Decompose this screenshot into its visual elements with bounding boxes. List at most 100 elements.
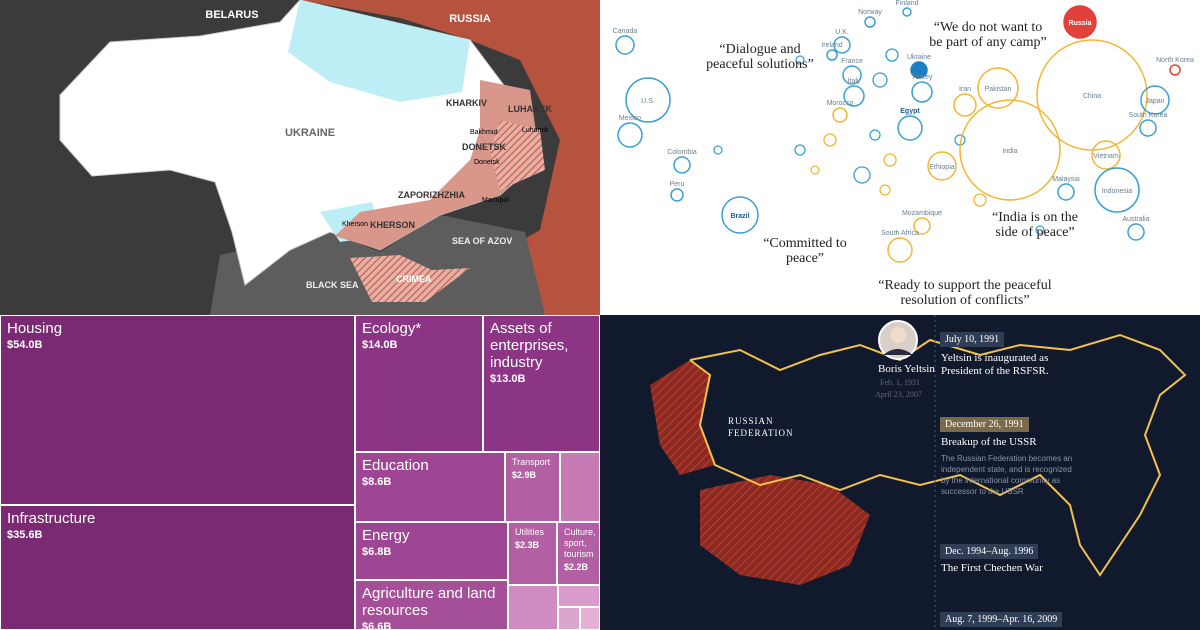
quote: “Ready to support the peaceful resolutio… — [878, 278, 1052, 308]
minor-bubble — [795, 55, 805, 65]
event-date: December 26, 1991 — [940, 417, 1029, 432]
minor-tile — [580, 607, 600, 630]
portrait-suit — [883, 349, 913, 355]
tile-name: Agriculture and land resources — [362, 585, 496, 619]
country-label: RUSSIA — [449, 13, 491, 25]
country-bubble — [887, 237, 913, 263]
event-title: Yeltsin is inaugurated as President of t… — [941, 352, 1049, 377]
country-label: Ethiopia — [929, 164, 954, 171]
country-bubble — [910, 61, 928, 79]
portrait-face — [890, 327, 906, 343]
country-label: Brazil — [730, 213, 749, 220]
quote: “We do not want to be part of any camp” — [929, 20, 1047, 50]
tile-name: Education — [362, 457, 429, 474]
country-bubble — [1139, 119, 1157, 137]
country-bubble — [1036, 39, 1148, 151]
tile-value: $2.9B — [512, 470, 537, 480]
crimea — [350, 255, 470, 302]
event-title: Breakup of the USSR — [941, 436, 1037, 448]
country-label: Malaysia — [1052, 176, 1080, 183]
minor-bubble — [1035, 225, 1045, 235]
country-label: Canada — [613, 28, 638, 35]
tile-name: Transport — [512, 457, 551, 467]
country-label: Russia — [1069, 20, 1092, 27]
country-label: Japan — [1145, 98, 1164, 105]
country-label: Australia — [1122, 216, 1149, 223]
country-bubble — [897, 115, 923, 141]
event-title: The First Chechen War — [941, 562, 1043, 574]
bubble-map: Canada U.S. Mexico Colombia Peru Brazil Morocc… — [613, 0, 1194, 263]
country-label: Mexico — [619, 115, 641, 122]
event-date: Dec. 1994–Aug. 1996 — [940, 544, 1039, 559]
map-label: RUSSIAN FEDERATION — [728, 416, 794, 438]
country-bubble — [913, 217, 931, 235]
occupied-area — [335, 80, 540, 250]
event-text: The Russian Federation becomes an indepe… — [941, 454, 1073, 496]
liberated-north — [288, 0, 470, 102]
minor-bubble — [872, 72, 888, 88]
country-label: Norway — [858, 9, 882, 16]
city-label: Bakhmut — [470, 129, 498, 136]
tile-name: Housing — [7, 320, 63, 337]
country-label: France — [841, 58, 863, 65]
tile-name: Culture, sport, tourism — [564, 527, 596, 559]
country-bubble — [977, 67, 1019, 109]
country-bubble — [911, 81, 933, 103]
country-label: South Korea — [1129, 112, 1168, 119]
country-bubble — [826, 49, 838, 61]
country-label: U.S. — [641, 98, 655, 105]
minor-bubble — [869, 129, 881, 141]
tile: Infrastructure $35.6B — [0, 505, 355, 630]
country-bubble — [617, 122, 643, 148]
minor-bubble — [794, 144, 806, 156]
tile-value: $6.6B — [362, 621, 392, 630]
tile: Education $8.6B — [355, 452, 505, 522]
country-label: Iran — [959, 86, 971, 93]
tile: Assets of enterprises, industry $13.0B — [483, 315, 600, 452]
country-bubble — [625, 77, 671, 123]
country-bubble — [615, 35, 635, 55]
country-label: BELARUS — [205, 9, 258, 21]
quote: “India is on the side of peace” — [992, 210, 1078, 240]
country-label: Ireland — [821, 42, 843, 49]
event-date: Aug. 7, 1999–Apr. 16, 2009 — [940, 612, 1063, 627]
country-bubble — [864, 16, 876, 28]
tile: Housing $54.0B — [0, 315, 355, 505]
person-date: April 23, 2007 — [875, 390, 922, 399]
country-bubble — [673, 156, 691, 174]
minor-tile — [558, 585, 600, 607]
city-label: Luhansk — [522, 127, 549, 134]
country-label: Egypt — [900, 108, 920, 115]
country-label: Mozambique — [902, 210, 942, 217]
minor-bubble — [853, 166, 871, 184]
minor-tile — [560, 452, 600, 522]
minor-bubble — [879, 184, 891, 196]
tile-name: Assets of enterprises, industry — [490, 320, 569, 371]
country-bubble — [1091, 140, 1121, 170]
tile-value: $14.0B — [362, 339, 398, 351]
minor-bubble — [973, 193, 987, 207]
country-label: Indonesia — [1102, 188, 1132, 195]
tile: Culture, sport, tourism $2.2B — [557, 522, 600, 585]
country-bubble — [832, 107, 848, 123]
occupied-before-2022 — [490, 120, 545, 190]
country-bubble — [1127, 223, 1145, 241]
country-bubble — [842, 65, 862, 85]
country-label: Italy — [848, 78, 861, 85]
country-label: Finland — [896, 0, 919, 7]
central-asia — [700, 475, 870, 585]
country-label: Turkey — [911, 74, 933, 81]
region-label: KHARKIV — [446, 98, 487, 108]
minor-tile — [508, 585, 558, 630]
quote: “Committed to peace” — [763, 236, 847, 266]
stances-panel: Canada U.S. Mexico Colombia Peru Brazil Morocc… — [600, 0, 1200, 315]
treemap: Housing $54.0B Infrastructure $35.6B Ecology… — [0, 315, 600, 630]
region-label: ZAPORIZHZHIA — [398, 190, 465, 200]
quote: “Dialogue and peaceful solutions” — [706, 42, 814, 72]
timeline-panel: Boris Yeltsin Feb. 1, 1931 April 23, 200… — [600, 315, 1200, 630]
region-label: LUHANSK — [508, 104, 552, 114]
tile: Transport $2.9B — [505, 452, 560, 522]
city-label: Mariupol — [482, 197, 509, 204]
country-label: UKRAINE — [285, 127, 335, 139]
